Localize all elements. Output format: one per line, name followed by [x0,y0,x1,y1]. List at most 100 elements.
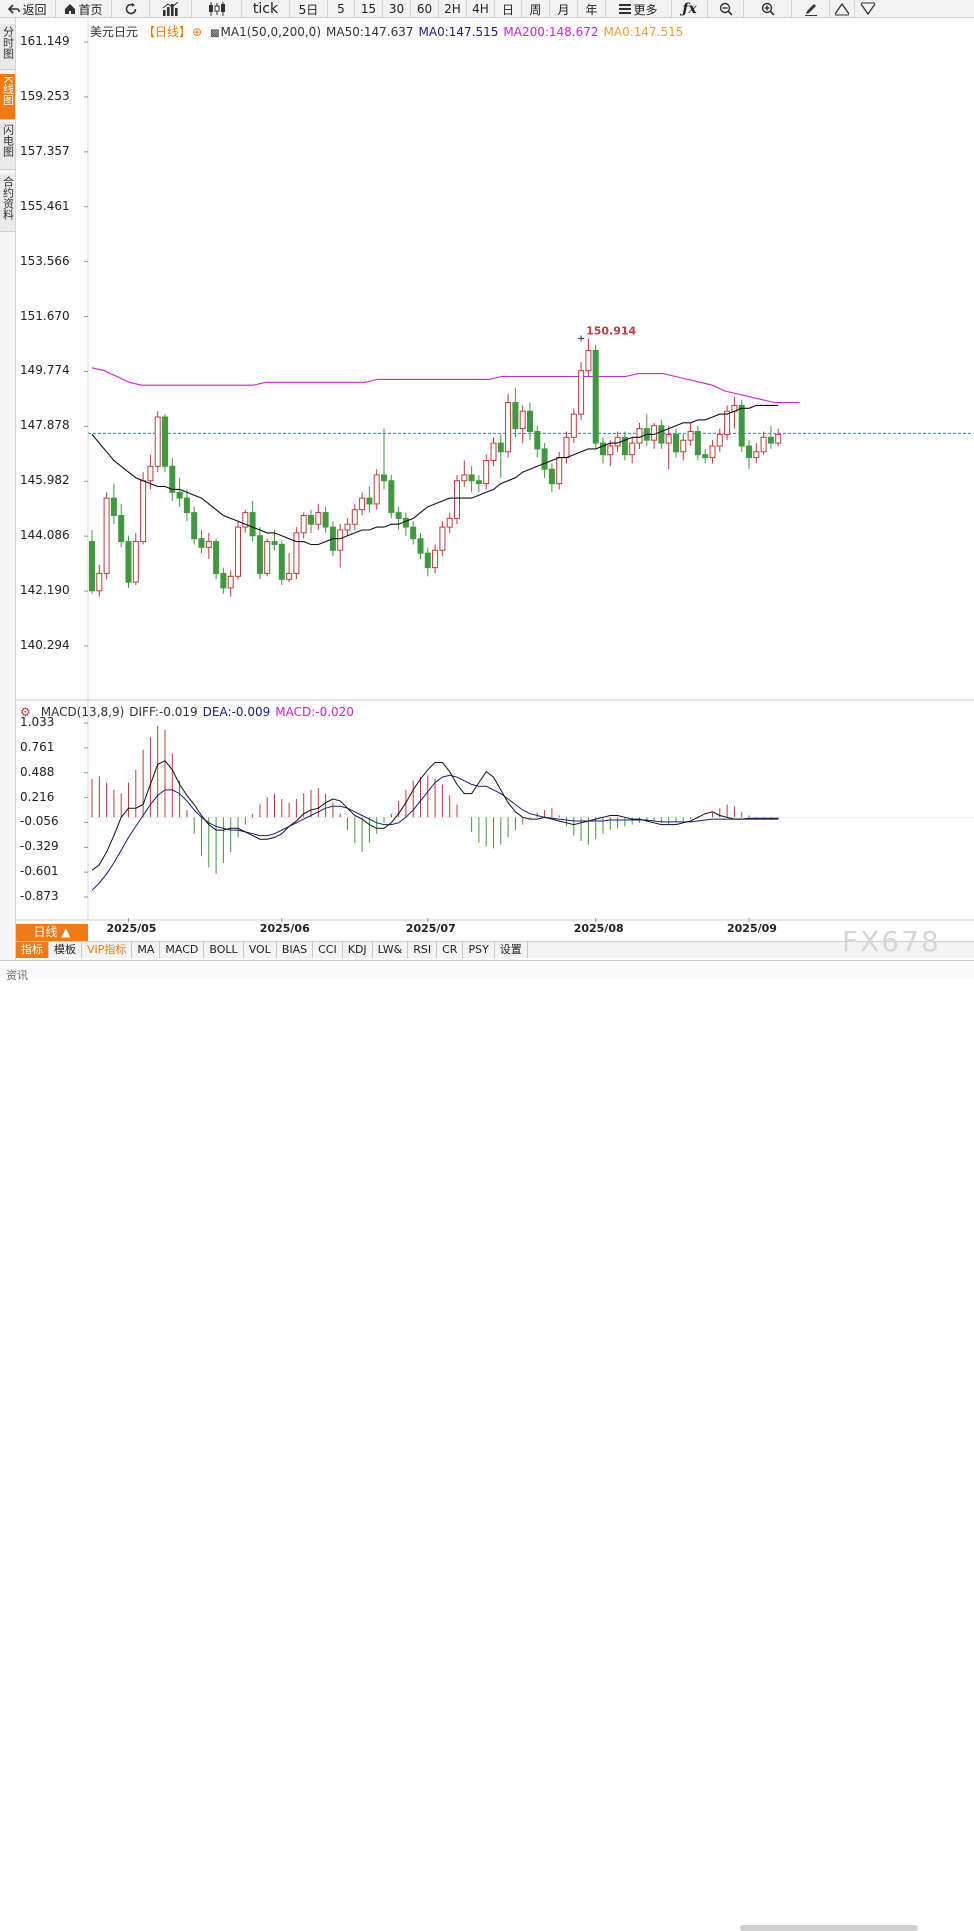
refresh-button[interactable] [112,0,150,18]
horizontal-scrollbar[interactable] [740,1925,918,1931]
back-arrow-icon [8,4,21,14]
period-5m[interactable]: 5 [328,0,355,18]
candle-chart-button[interactable] [192,0,242,18]
indicator-tab-bar: 指标 模板 VIP指标 MA MACD BOLL VOL BIAS CCI KD… [16,941,974,958]
candle-body [439,526,446,551]
tab-template[interactable]: 模板 [49,942,82,958]
candle-body [249,512,256,537]
candle-body [454,480,460,519]
candle-body [417,538,424,554]
zoom-out-button[interactable] [708,0,744,18]
period-5d[interactable]: 5日 [290,0,328,18]
candle-body [308,514,314,525]
candle-body [388,480,395,514]
price-tick-label: 144.086 [20,528,70,543]
period-30m[interactable]: 30 [383,0,411,18]
bar-chart-icon [162,2,178,16]
candle-body [621,436,628,456]
tab-bias[interactable]: BIAS [277,942,314,958]
tab-vol[interactable]: VOL [244,942,277,958]
candle-body [527,410,533,433]
tab-flash[interactable]: 闪电图 [0,122,15,170]
candle-body [490,442,497,461]
candle-body [746,445,752,459]
tab-vip-indicators[interactable]: VIP指标 [82,942,133,958]
tab-lw[interactable]: LW& [373,942,409,958]
period-60m[interactable]: 60 [411,0,439,18]
candle-body [322,512,329,528]
zoom-in-button[interactable] [744,0,792,18]
period-15m[interactable]: 15 [355,0,383,18]
chart-canvas[interactable]: 150.914 [0,0,974,978]
candle-body [760,436,767,453]
time-tick-label: 2025/08 [573,922,624,935]
period-selector[interactable]: 日线 ▲ [16,924,88,941]
tab-indicators[interactable]: 指标 [16,942,49,958]
macd-settings-icon[interactable]: ⚙ [20,705,31,719]
tab-contract-info[interactable]: 合约资料 [0,174,15,232]
period-month-label: 月 [557,2,570,17]
period-month[interactable]: 月 [550,0,578,18]
macd-tick-label: -0.601 [20,864,59,879]
candle-body [629,442,636,456]
price-tick-label: 157.357 [20,143,70,158]
draw-button[interactable] [792,0,830,18]
tab-cci[interactable]: CCI [313,942,343,958]
bar-chart-button[interactable] [150,0,192,18]
candle-body [381,474,387,482]
candle-body [585,349,592,372]
macd-diff-line [91,760,779,871]
tab-boll[interactable]: BOLL [204,942,244,958]
tab-kdj[interactable]: KDJ [343,942,373,958]
back-button[interactable]: 返回 [0,0,56,18]
legend-settings-icon[interactable]: ⊕ [192,25,203,39]
expand-down-button[interactable] [855,0,880,18]
tab-macd[interactable]: MACD [160,942,205,958]
period-day[interactable]: 日 [495,0,522,18]
tick-button[interactable]: tick [242,0,290,18]
collapse-up-button[interactable] [830,0,855,18]
tab-cr[interactable]: CR [437,942,464,958]
period-4h[interactable]: 4H [467,0,495,18]
tab-rsi[interactable]: RSI [408,942,438,958]
footer-news-label[interactable]: 资讯 [6,969,28,982]
period-year[interactable]: 年 [578,0,606,18]
tick-label: tick [252,1,279,17]
candle-body [505,402,512,453]
candle-body [724,410,731,435]
candle-body [256,535,263,574]
tab-psy[interactable]: PSY [463,942,495,958]
tab-kline[interactable]: K线图 [0,74,15,120]
period-week[interactable]: 周 [522,0,550,18]
candle-body [118,514,125,543]
tab-settings[interactable]: 设置 [495,942,528,958]
legend-ma0b: MA0:147.515 [603,25,684,39]
period-2h[interactable]: 2H [439,0,467,18]
formula-button[interactable]: ƒx [672,0,708,18]
candle-body [162,416,168,467]
candle-body [125,541,132,583]
candle-body [373,474,380,505]
back-label: 返回 [22,2,47,17]
period-5d-label: 5日 [298,2,319,17]
legend-indicator: MA1(50,0,200,0) [220,25,321,39]
tab-kline-label: K线图 [1,76,15,106]
home-button[interactable]: 首页 [56,0,112,18]
candle-body [461,474,468,482]
candle-body [337,529,344,551]
more-button[interactable]: 更多 [606,0,672,18]
tab-timeshare[interactable]: 分时图 [0,24,15,70]
legend-macd-diff: DIFF:-0.019 [129,705,198,719]
home-label: 首页 [78,2,103,17]
candle-body [293,532,300,574]
macd-tick-label: 0.761 [20,739,55,754]
candle-body [424,552,431,569]
price-tick-label: 159.253 [20,88,70,103]
price-tick-label: 161.149 [20,34,70,48]
candle-body [600,442,606,456]
candle-body [154,416,161,467]
legend-macd-dea: DEA:-0.009 [202,705,271,719]
tab-ma[interactable]: MA [132,942,161,958]
legend-ma50: MA50:147.637 [326,25,414,39]
candle-body [132,541,139,583]
